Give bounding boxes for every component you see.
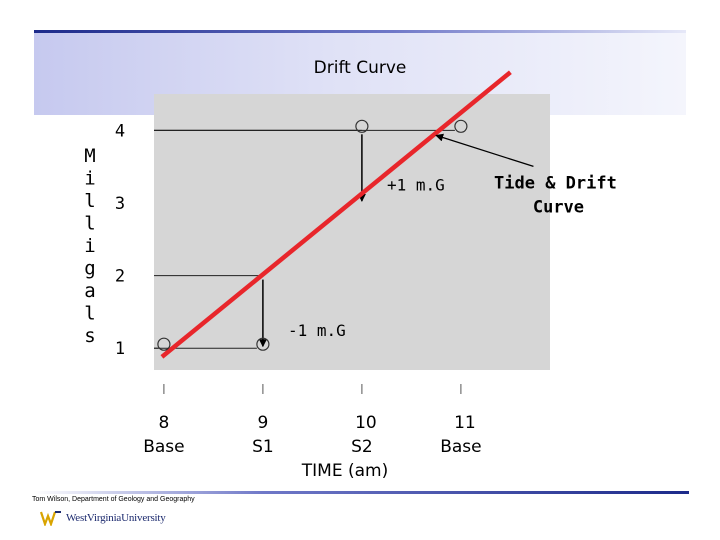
x-tick-label: 9: [257, 413, 268, 433]
tide-drift-curve-line: [160, 70, 512, 359]
y-tick-label: 2: [115, 267, 125, 287]
y-axis-label-letter: i: [84, 235, 95, 257]
x-tick-label: 10: [355, 413, 377, 433]
x-axis-ticks: 8 Base 9 S1 10 S2 11 Base: [143, 384, 482, 457]
x-tick-label: 11: [454, 413, 476, 433]
y-axis-label-letter: l: [84, 213, 95, 235]
reading-point: [256, 337, 270, 351]
y-axis-label-letter: a: [84, 280, 95, 302]
reading-point: [157, 337, 171, 351]
x-axis-label: TIME (am): [301, 461, 388, 481]
correction-label: +1 m.G: [387, 176, 445, 195]
x-tick-label: 8: [158, 413, 169, 433]
slide-title: Drift Curve: [313, 58, 407, 78]
y-axis-label-letter: M: [84, 145, 95, 167]
reading-point: [454, 119, 468, 133]
reading-point: [355, 119, 369, 133]
x-tick-sublabel: Base: [440, 437, 481, 457]
annotations: Tide & Drift Curve: [435, 133, 617, 217]
gravity-readings: [157, 119, 468, 351]
correction-label: -1 m.G: [288, 321, 346, 340]
curve-annotation-line1: Tide & Drift: [494, 173, 617, 193]
y-axis-label-letter: l: [84, 190, 95, 212]
y-tick-label: 4: [115, 121, 125, 141]
title-accent-line: [34, 30, 686, 33]
y-axis-label-letter: l: [84, 303, 95, 325]
y-tick-label: 3: [115, 194, 125, 214]
annotation-arrow: [435, 133, 534, 168]
x-tick-sublabel: Base: [143, 437, 184, 457]
footer-line: [34, 491, 689, 494]
y-axis-ticks: 1 2 3 4: [115, 121, 125, 359]
wvu-logo-text: WestVirginiaUniversity: [66, 512, 166, 524]
footer-credit: Tom Wilson, Department of Geology and Ge…: [32, 496, 195, 503]
y-axis-label-letter: g: [84, 258, 95, 280]
curve-annotation-line2: Curve: [533, 197, 584, 217]
y-axis-label-letter: s: [84, 325, 95, 347]
x-tick-sublabel: S1: [252, 437, 274, 457]
y-axis-label-letter: i: [84, 168, 95, 190]
wvu-logo: WestVirginiaUniversity: [40, 508, 166, 528]
x-tick-sublabel: S2: [351, 437, 373, 457]
plot-area: [154, 94, 550, 370]
wvu-logo-mark: [40, 510, 62, 526]
y-tick-label: 1: [115, 339, 125, 359]
